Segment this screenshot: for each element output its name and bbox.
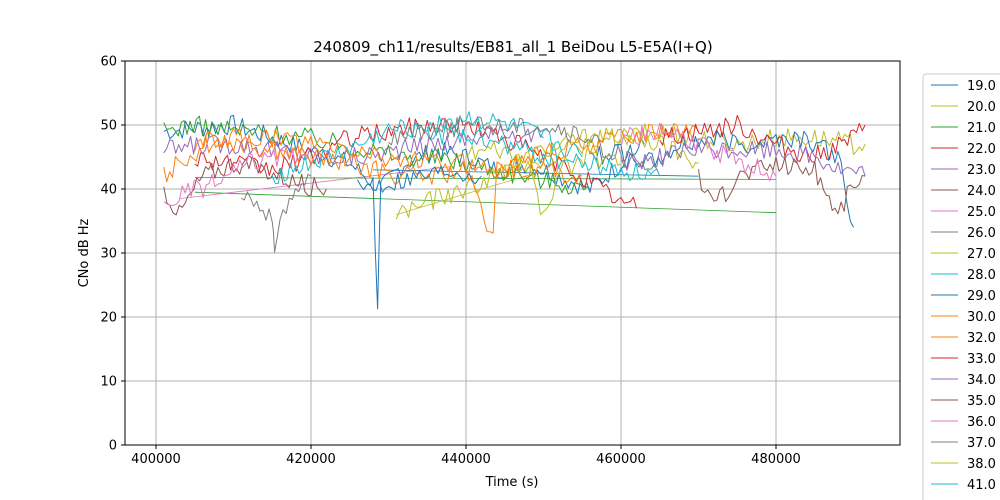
legend-label: 29.0 [967, 289, 996, 304]
series-line-37.0 [388, 116, 661, 177]
series-line-32.0 [194, 127, 583, 185]
y-axis-label: CNo dB Hz [77, 218, 92, 287]
series-line-41.0 [426, 125, 661, 182]
legend-label: 22.0 [967, 142, 996, 157]
y-tick-label: 0 [109, 439, 117, 454]
legend-label: 27.0 [967, 247, 996, 262]
y-tick-label: 40 [100, 183, 117, 198]
legend-label: 37.0 [967, 436, 996, 451]
legend-label: 21.0 [967, 121, 996, 136]
series-line-34.0 [620, 140, 866, 177]
legend-label: 36.0 [967, 415, 996, 430]
series-line-38.0 [465, 141, 622, 216]
y-tick-label: 10 [100, 375, 117, 390]
legend-label: 41.0 [967, 478, 996, 493]
series-line-30.0 [163, 123, 699, 234]
legend-label: 32.0 [967, 331, 996, 346]
legend-label: 33.0 [967, 352, 996, 367]
y-tick-label: 50 [100, 119, 117, 134]
x-axis: 400000 420000 440000 460000 480000 [131, 445, 801, 467]
legend-frame [922, 73, 1000, 500]
legend-label: 34.0 [967, 373, 996, 388]
legend-label: 35.0 [967, 394, 996, 409]
connector-line [179, 166, 451, 199]
legend-label: 23.0 [967, 163, 996, 178]
legend-label: 25.0 [967, 205, 996, 220]
legend-label: 30.0 [967, 310, 996, 325]
x-tick-label: 420000 [286, 452, 336, 467]
x-tick-label: 480000 [751, 452, 801, 467]
x-tick-label: 440000 [441, 452, 491, 467]
legend-label: 20.0 [967, 100, 996, 115]
series-line-35.0 [698, 156, 866, 215]
series-line-33.0 [659, 114, 866, 163]
legend-label: 26.0 [967, 226, 996, 241]
series-line-27.0 [395, 130, 699, 220]
legend-label: 28.0 [967, 268, 996, 283]
series-line-36.0 [620, 122, 777, 182]
y-tick-label: 30 [100, 247, 117, 262]
y-tick-label: 20 [100, 311, 117, 326]
legend-label: 38.0 [967, 457, 996, 472]
x-tick-label: 460000 [596, 452, 646, 467]
connector-line [396, 172, 536, 215]
x-tick-label: 400000 [131, 452, 181, 467]
legend-label: 24.0 [967, 184, 996, 199]
series-line-25.0 [163, 148, 312, 207]
y-axis: 0 10 20 30 40 50 60 [100, 55, 125, 454]
series-line-28.0 [271, 111, 583, 185]
legend-label: 19.0 [967, 79, 996, 94]
connector-line [194, 191, 777, 214]
legend: 19.0 20.0 21.0 22.0 23.0 24.0 25.0 26.0 27.0 28.0… [922, 73, 1000, 500]
y-tick-label: 60 [100, 55, 117, 70]
series-line-42.0 [357, 165, 482, 193]
series-line-26.0 [241, 173, 312, 253]
chart-title: 240809_ch11/results/EB81_all_1 BeiDou L5… [313, 38, 712, 57]
x-axis-label: Time (s) [485, 475, 539, 490]
plot-lines [163, 111, 866, 310]
series-line-19.0 [163, 114, 645, 310]
